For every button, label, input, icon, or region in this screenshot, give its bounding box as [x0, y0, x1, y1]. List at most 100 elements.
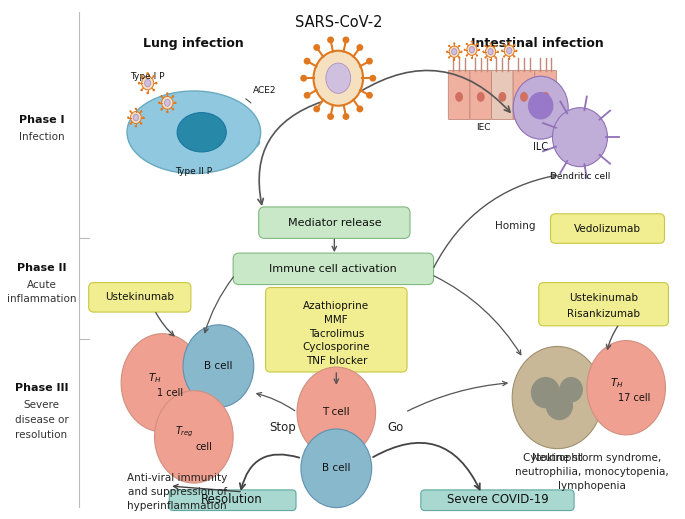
Ellipse shape: [326, 63, 351, 93]
Circle shape: [476, 54, 478, 57]
Ellipse shape: [162, 97, 173, 109]
Circle shape: [327, 36, 334, 44]
Circle shape: [155, 82, 158, 85]
Text: Tacrolimus: Tacrolimus: [309, 329, 364, 339]
Ellipse shape: [183, 325, 253, 407]
Text: ILC: ILC: [533, 142, 548, 152]
FancyBboxPatch shape: [88, 282, 191, 312]
Text: Immune cell activation: Immune cell activation: [269, 264, 397, 274]
Ellipse shape: [456, 92, 463, 102]
Circle shape: [471, 57, 473, 59]
Text: Go: Go: [387, 420, 403, 433]
Circle shape: [174, 102, 177, 104]
Text: Vedolizumab: Vedolizumab: [574, 224, 641, 234]
Text: ACE2: ACE2: [253, 87, 276, 95]
Ellipse shape: [451, 49, 457, 55]
Text: cell: cell: [195, 442, 212, 452]
Text: Cyclosporine: Cyclosporine: [303, 343, 370, 352]
Text: Mediator release: Mediator release: [288, 217, 381, 228]
Circle shape: [460, 50, 462, 53]
Circle shape: [342, 36, 349, 44]
Text: hyperinflammation: hyperinflammation: [127, 501, 227, 511]
Circle shape: [446, 50, 448, 53]
Text: Anti-viral immunity: Anti-viral immunity: [127, 473, 227, 483]
Circle shape: [466, 54, 468, 57]
Ellipse shape: [499, 92, 506, 102]
Text: Risankizumab: Risankizumab: [567, 309, 640, 319]
Circle shape: [366, 92, 373, 99]
FancyBboxPatch shape: [551, 214, 664, 243]
Circle shape: [356, 44, 363, 51]
Ellipse shape: [486, 46, 496, 57]
Circle shape: [453, 59, 456, 61]
Text: 17 cell: 17 cell: [618, 392, 650, 403]
Text: Severe: Severe: [23, 401, 60, 411]
Ellipse shape: [528, 92, 553, 119]
Text: Stop: Stop: [269, 420, 296, 433]
Circle shape: [140, 110, 142, 113]
Circle shape: [140, 89, 143, 91]
Text: inflammation: inflammation: [7, 294, 76, 304]
Circle shape: [369, 75, 376, 81]
Text: disease or: disease or: [14, 415, 68, 425]
Ellipse shape: [512, 347, 603, 448]
FancyBboxPatch shape: [421, 490, 574, 511]
Circle shape: [490, 59, 492, 61]
Text: TNF blocker: TNF blocker: [306, 356, 367, 366]
Text: Type I P: Type I P: [130, 72, 165, 81]
Ellipse shape: [133, 114, 138, 121]
Circle shape: [495, 57, 497, 59]
Text: resolution: resolution: [16, 430, 68, 440]
Text: $T_H$: $T_H$: [148, 371, 162, 385]
Text: Severe COVID-19: Severe COVID-19: [447, 493, 548, 506]
Ellipse shape: [314, 51, 363, 106]
Circle shape: [513, 44, 515, 46]
Text: Ustekinumab: Ustekinumab: [569, 293, 638, 303]
Circle shape: [503, 56, 506, 58]
Circle shape: [160, 95, 163, 98]
Ellipse shape: [520, 92, 528, 102]
Text: Intestinal infection: Intestinal infection: [471, 37, 604, 50]
Ellipse shape: [587, 340, 665, 435]
Text: Infection: Infection: [18, 132, 64, 142]
Circle shape: [482, 50, 484, 53]
Ellipse shape: [542, 92, 549, 102]
Text: SARS-CoV-2: SARS-CoV-2: [295, 15, 382, 30]
Circle shape: [464, 49, 466, 51]
Ellipse shape: [121, 334, 203, 432]
Circle shape: [366, 58, 373, 64]
FancyBboxPatch shape: [448, 71, 470, 119]
Circle shape: [129, 110, 132, 113]
Text: Ustekinumab: Ustekinumab: [105, 292, 174, 303]
FancyBboxPatch shape: [470, 71, 492, 119]
Circle shape: [503, 44, 506, 46]
Circle shape: [508, 58, 510, 60]
Circle shape: [147, 91, 149, 94]
Circle shape: [342, 113, 349, 120]
Circle shape: [484, 45, 486, 47]
Circle shape: [166, 92, 169, 95]
Ellipse shape: [469, 47, 475, 53]
Circle shape: [147, 72, 149, 75]
Circle shape: [129, 122, 132, 125]
Circle shape: [138, 82, 140, 85]
FancyBboxPatch shape: [169, 490, 296, 511]
Ellipse shape: [177, 113, 226, 152]
Ellipse shape: [297, 367, 375, 457]
Circle shape: [484, 57, 486, 59]
Ellipse shape: [560, 377, 583, 402]
Circle shape: [300, 75, 307, 81]
Circle shape: [508, 42, 510, 44]
FancyBboxPatch shape: [535, 71, 556, 119]
FancyBboxPatch shape: [266, 288, 407, 372]
FancyBboxPatch shape: [513, 71, 535, 119]
Text: MMF: MMF: [325, 315, 348, 325]
Circle shape: [172, 108, 174, 111]
Ellipse shape: [466, 44, 477, 56]
Circle shape: [313, 44, 320, 51]
Text: Phase III: Phase III: [15, 383, 68, 393]
Text: Phase I: Phase I: [18, 115, 64, 126]
Ellipse shape: [130, 112, 141, 124]
Circle shape: [497, 50, 499, 53]
Circle shape: [135, 107, 137, 110]
